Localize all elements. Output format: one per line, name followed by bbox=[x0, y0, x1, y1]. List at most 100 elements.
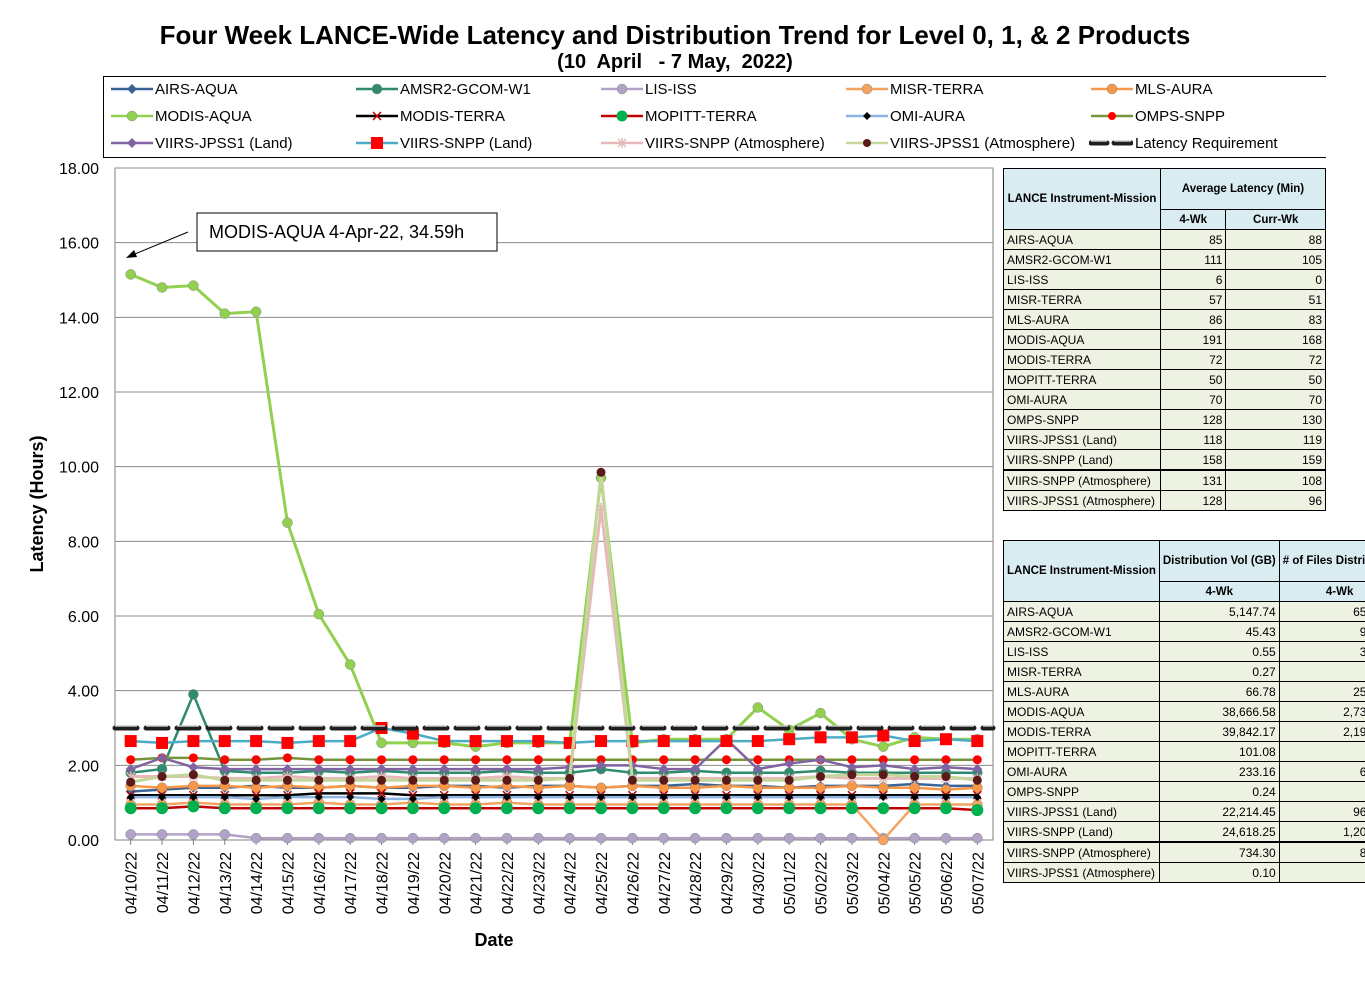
data-point-omi-aura bbox=[847, 793, 856, 802]
data-point-omi-aura bbox=[220, 793, 229, 802]
data-point-modis-aqua bbox=[313, 608, 325, 620]
distribution-table-row-name: AIRS-AQUA bbox=[1003, 601, 1160, 622]
y-tick-label: 4.00 bbox=[68, 684, 99, 701]
data-point-omi-aura bbox=[910, 793, 919, 802]
distribution-table-row: VIIRS-JPSS1 (Land)22,214.45960,257 bbox=[1003, 801, 1365, 822]
data-point-omi-aura bbox=[189, 793, 198, 802]
y-tick-label: 12.00 bbox=[59, 385, 99, 402]
data-point-omi-aura bbox=[471, 793, 480, 802]
data-point-viirs-jpss1-land bbox=[846, 762, 857, 773]
distribution-table-sub-files: 4-Wk bbox=[1278, 581, 1365, 602]
latency-table-row-name: MISR-TERRA bbox=[1003, 289, 1161, 310]
data-point-omps-snpp bbox=[753, 755, 763, 765]
legend-label: MLS-AURA bbox=[1135, 81, 1213, 98]
latency-table-row-name: AMSR2-GCOM-W1 bbox=[1003, 249, 1161, 270]
data-point-mopitt-terra bbox=[156, 802, 169, 815]
latency-table: LANCE Instrument-Mission Average Latency… bbox=[1003, 168, 1326, 511]
data-point-mopitt-terra bbox=[626, 802, 639, 815]
y-tick-label: 10.00 bbox=[59, 460, 99, 477]
data-point-viirs-jpss1-land bbox=[345, 764, 356, 775]
series-line-lis-iss bbox=[130, 833, 978, 840]
distribution-table-row-value2: 24 bbox=[1278, 781, 1365, 802]
data-point-omi-aura bbox=[346, 793, 355, 802]
data-point-viirs-jpss1-atmosphere bbox=[784, 775, 794, 785]
latency-table-row: MODIS-AQUA 191 168 bbox=[1003, 329, 1326, 350]
data-point-mopitt-terra bbox=[312, 802, 325, 815]
data-point-omi-aura bbox=[158, 793, 167, 802]
data-point-omi-aura bbox=[534, 793, 543, 802]
latency-table-row: MLS-AURA 86 83 bbox=[1003, 309, 1326, 330]
y-tick-label: 16.00 bbox=[59, 236, 99, 253]
data-point-omps-snpp bbox=[596, 755, 606, 765]
data-point-viirs-jpss1-land bbox=[157, 752, 168, 763]
x-tick-label: 04/18/22 bbox=[375, 852, 392, 914]
data-point-omi-aura bbox=[597, 793, 606, 802]
legend-swatch bbox=[601, 83, 643, 95]
data-point-mopitt-terra bbox=[908, 802, 921, 815]
distribution-table-row-name: MLS-AURA bbox=[1003, 681, 1160, 702]
latency-table-row-value1: 72 bbox=[1159, 349, 1227, 370]
data-point-modis-aqua bbox=[815, 707, 826, 719]
x-tick-label: 05/02/22 bbox=[814, 852, 831, 914]
distribution-table-row-value1: 5,147.74 bbox=[1158, 601, 1280, 622]
data-point-mopitt-terra bbox=[720, 802, 733, 815]
data-point-mopitt-terra bbox=[375, 802, 388, 815]
data-point-lis-iss bbox=[439, 832, 450, 844]
x-tick-label: 04/14/22 bbox=[249, 852, 266, 914]
latency-table-row-name: OMI-AURA bbox=[1003, 389, 1161, 410]
latency-table-row-name: AIRS-AQUA bbox=[1003, 229, 1161, 250]
distribution-table-row-name: AMSR2-GCOM-W1 bbox=[1003, 621, 1160, 642]
legend-swatch bbox=[1089, 140, 1133, 146]
data-point-lis-iss bbox=[627, 832, 638, 844]
data-point-viirs-jpss1-land bbox=[376, 764, 387, 775]
data-point-viirs-jpss1-atmosphere bbox=[721, 775, 731, 785]
series-line-modis-terra bbox=[130, 792, 978, 797]
latency-table-row-value1: 111 bbox=[1159, 249, 1227, 270]
data-point-viirs-snpp-land bbox=[657, 735, 670, 748]
data-point-viirs-jpss1-land bbox=[596, 760, 607, 771]
latency-table-row-value1: 118 bbox=[1159, 429, 1227, 450]
legend-label: AIRS-AQUA bbox=[155, 81, 238, 98]
data-point-omps-snpp bbox=[408, 755, 418, 765]
data-point-viirs-jpss1-atmosphere bbox=[596, 467, 606, 477]
data-point-viirs-snpp-land bbox=[971, 735, 984, 748]
distribution-table-row-value1: 45.43 bbox=[1158, 621, 1280, 642]
data-point-omps-snpp bbox=[910, 755, 920, 765]
legend-swatch bbox=[1091, 83, 1133, 95]
distribution-table-row: VIIRS-SNPP (Land)24,618.251,209,860 bbox=[1003, 821, 1365, 843]
latency-table-row-value1: 57 bbox=[1159, 289, 1227, 310]
data-point-viirs-jpss1-atmosphere bbox=[251, 775, 261, 785]
data-point-mopitt-terra bbox=[438, 802, 451, 815]
latency-table-row-value1: 50 bbox=[1159, 369, 1227, 390]
data-point-viirs-jpss1-atmosphere bbox=[471, 775, 481, 785]
data-point-lis-iss bbox=[752, 832, 764, 844]
data-point-viirs-jpss1-atmosphere bbox=[408, 775, 418, 785]
legend-label: MODIS-AQUA bbox=[155, 108, 252, 125]
series-line-omi-aura bbox=[130, 795, 978, 801]
data-point-omi-aura bbox=[941, 793, 950, 802]
legend-swatch bbox=[601, 110, 643, 122]
data-point-lis-iss bbox=[188, 829, 199, 840]
legend-label: MISR-TERRA bbox=[890, 81, 984, 98]
data-point-viirs-jpss1-land bbox=[784, 758, 795, 769]
y-tick-label: 14.00 bbox=[59, 310, 99, 327]
x-tick-label: 04/30/22 bbox=[751, 852, 768, 914]
latency-table-row-value2: 72 bbox=[1225, 349, 1326, 370]
distribution-table-row-value2: 5,766 bbox=[1278, 741, 1365, 762]
data-point-viirs-jpss1-atmosphere bbox=[878, 770, 888, 780]
legend-label: VIIRS-JPSS1 (Land) bbox=[155, 135, 293, 152]
x-tick-label: 05/06/22 bbox=[939, 852, 956, 914]
y-tick-label: 8.00 bbox=[68, 534, 99, 551]
plot-area bbox=[114, 167, 994, 841]
legend-label: AMSR2-GCOM-W1 bbox=[400, 81, 531, 98]
latency-table-row: MOPITT-TERRA 50 50 bbox=[1003, 369, 1326, 390]
legend-swatch bbox=[111, 138, 153, 148]
data-point-omi-aura bbox=[722, 793, 731, 802]
data-point-lis-iss bbox=[156, 829, 168, 840]
distribution-table-row-value2: 259,515 bbox=[1278, 681, 1365, 702]
latency-table-row-value1: 70 bbox=[1159, 389, 1227, 410]
latency-table-row: VIIRS-JPSS1 (Land) 118 119 bbox=[1003, 429, 1326, 450]
